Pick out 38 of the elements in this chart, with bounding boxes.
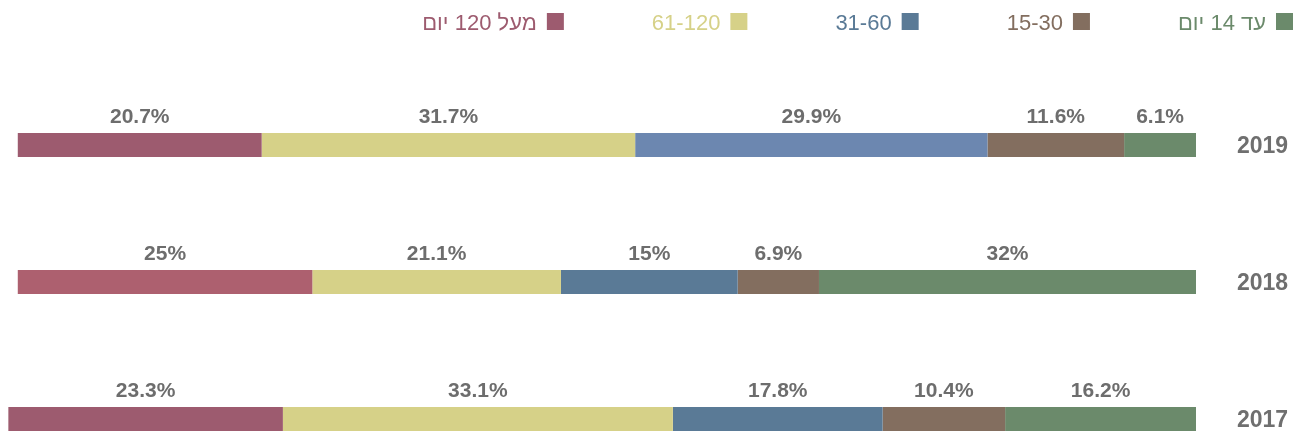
y-tick-label: 2018 (1237, 269, 1289, 295)
data-label: 6.9% (754, 241, 803, 264)
bar (672, 407, 883, 431)
data-label: 31.7% (418, 104, 479, 127)
data-label: 11.6% (1026, 104, 1086, 127)
data-label: 21.1% (406, 241, 467, 264)
data-label: 20.7% (109, 104, 170, 127)
bar (818, 270, 1196, 294)
data-label: 32% (986, 241, 1029, 264)
data-label: 23.3% (115, 378, 176, 401)
bar (17, 133, 262, 157)
data-label: 25% (144, 241, 187, 264)
data-label: 33.1% (448, 378, 508, 401)
legend-label: 31-60 (835, 10, 892, 35)
bar (987, 133, 1125, 157)
bar (8, 407, 283, 431)
data-label: 16.2% (1070, 378, 1131, 401)
legend-label: מעל 120 יום (422, 10, 537, 35)
legend-label: 15-30 (1006, 10, 1063, 35)
data-label: 15% (628, 241, 671, 264)
data-label: 17.8% (747, 378, 808, 401)
bar (17, 270, 313, 294)
bar (1005, 407, 1196, 431)
legend-label: 61-120 (651, 10, 721, 35)
bar (560, 270, 738, 294)
bar (282, 407, 673, 431)
y-tick-label: 2017 (1237, 406, 1289, 432)
data-label: 10.4% (914, 378, 974, 401)
bar (737, 270, 819, 294)
bar (261, 133, 636, 157)
legend-label: עד 14 יום (1177, 10, 1266, 35)
bar (882, 407, 1006, 431)
y-tick-label: 2019 (1237, 132, 1289, 158)
bar (635, 133, 988, 157)
data-label: 29.9% (781, 104, 842, 127)
bar (312, 270, 561, 294)
bar (1124, 133, 1196, 157)
data-label: 6.1% (1136, 104, 1185, 127)
